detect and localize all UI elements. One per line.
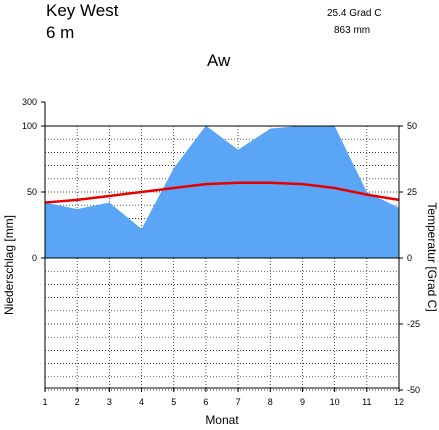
climate-class: Aw [207, 51, 231, 70]
right-tick-label: 0 [407, 253, 412, 263]
right-tick-label: 50 [407, 121, 417, 131]
x-tick-label: 1 [42, 397, 47, 407]
x-tick-label: 6 [203, 397, 208, 407]
axis-layer [41, 101, 403, 392]
x-tick-label: 3 [107, 397, 112, 407]
x-tick-label: 5 [171, 397, 176, 407]
x-tick-label: 4 [139, 397, 144, 407]
label-layer: 1 2 3 4 5 6 7 8 9 10 11 1205010030050250-25-50Monat… [2, 97, 439, 427]
annual-precipitation: 863 mm [334, 25, 371, 36]
x-tick-label: 2 [75, 397, 80, 407]
series-layer [44, 125, 400, 258]
x-axis-title: Monat [205, 413, 239, 427]
station-elevation: 6 m [46, 23, 75, 42]
x-tick-label: 9 [300, 397, 305, 407]
left-tick-label: 300 [22, 97, 37, 107]
left-tick-label: 50 [27, 187, 37, 197]
left-tick-label: 0 [32, 253, 37, 263]
x-tick-label: 10 [330, 397, 340, 407]
mean-temperature: 25.4 Grad C [327, 8, 382, 19]
right-tick-label: 25 [407, 187, 417, 197]
precipitation-area [45, 125, 399, 258]
left-axis-title: Niederschlag [mm] [2, 215, 16, 315]
x-tick-label: 12 [394, 397, 404, 407]
station-name: Key West [46, 1, 119, 20]
x-tick-label: 11 [362, 397, 371, 407]
temperature-line [44, 181, 400, 204]
right-axis-title: Temperatur [Grad C] [425, 202, 439, 311]
right-tick-label: -50 [407, 385, 420, 395]
x-tick-label: 7 [236, 397, 241, 407]
x-tick-label: 8 [268, 397, 273, 407]
left-tick-label: 100 [22, 121, 37, 131]
right-tick-label: -25 [407, 319, 420, 329]
